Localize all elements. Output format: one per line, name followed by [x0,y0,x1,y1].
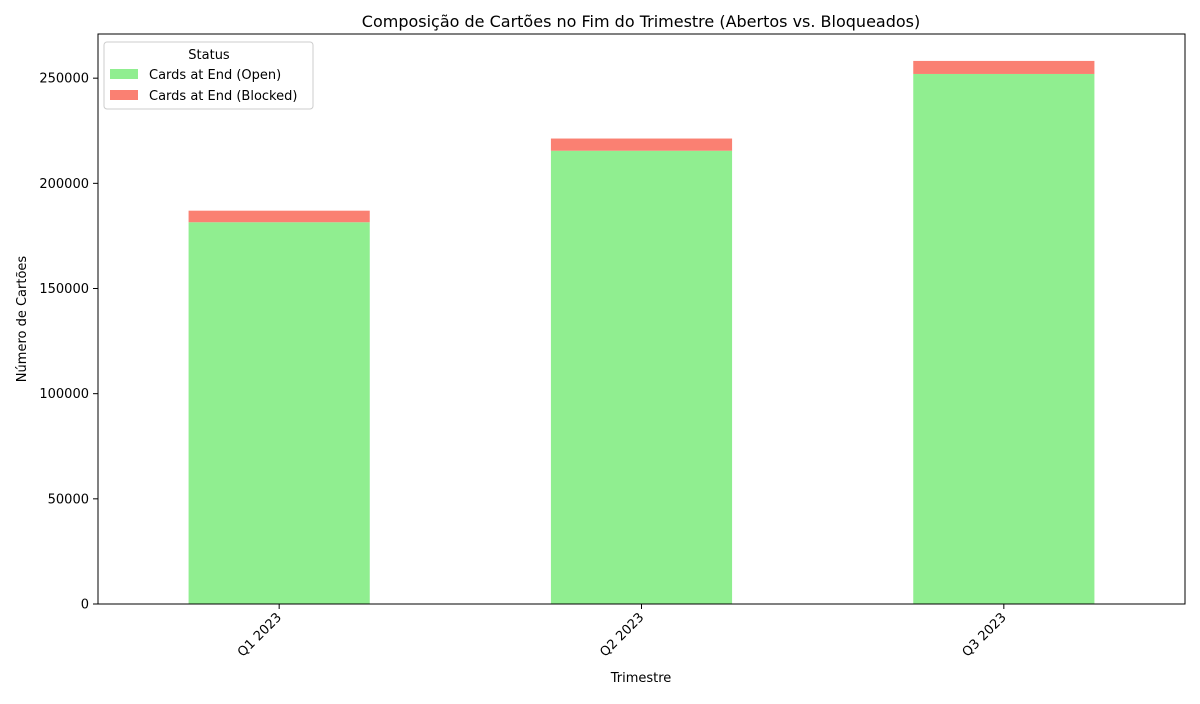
legend-frame [103,41,314,110]
y-tick-label-4: 200000 [39,177,89,192]
bar-blocked-1 [188,210,370,223]
y-tick-label-3: 150000 [39,282,89,297]
legend-swatch-blocked [110,90,138,100]
legend: Status Cards at End (Open) Cards at End … [103,41,314,110]
bars-group [188,60,1095,605]
x-tick-label-1: Q1 2023 [235,610,285,660]
x-tick-label-2: Q2 2023 [597,610,647,660]
x-axis: Q1 2023 Q2 2023 Q3 2023 [235,604,1010,660]
legend-swatch-open [110,69,138,79]
bar-open-1 [188,222,370,604]
y-axis: 0 50000 100000 150000 200000 250000 [39,72,98,613]
x-axis-label: Trimestre [610,671,672,686]
plot-frame [97,33,1186,605]
y-tick-label-1: 50000 [48,492,89,507]
y-tick-label-2: 100000 [39,387,89,402]
x-tick-label-3: Q3 2023 [960,610,1010,660]
y-tick-label-5: 250000 [39,72,89,87]
legend-label-open: Cards at End (Open) [149,68,281,83]
legend-title: Status [188,48,230,63]
bar-open-2 [550,150,733,604]
chart-title: Composição de Cartões no Fim do Trimestr… [362,12,920,31]
bar-blocked-2 [550,138,733,151]
bar-blocked-3 [913,60,1095,74]
y-axis-label: Número de Cartões [15,256,30,383]
bar-open-3 [913,73,1095,605]
y-tick-label-0: 0 [81,598,89,613]
legend-label-blocked: Cards at End (Blocked) [149,89,297,104]
